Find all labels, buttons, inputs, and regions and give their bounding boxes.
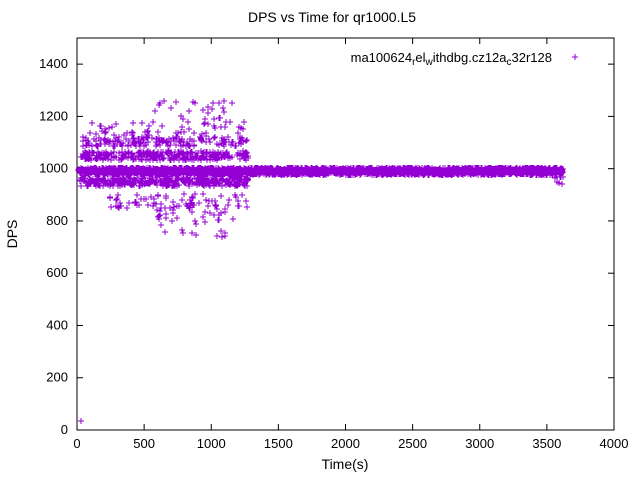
y-tick-label: 1200 [39,108,68,123]
y-tick-label: 1000 [39,161,68,176]
legend-label-subscript: c [507,57,512,68]
legend-label: ma100624relwithdbg.cz12ac32r128 [351,50,552,68]
y-tick-label: 0 [61,422,68,437]
x-tick-label: 2000 [331,436,360,451]
axis-ticks [76,38,615,431]
x-tick-label: 3500 [532,436,561,451]
chart-title: DPS vs Time for qr1000.L5 [248,9,416,25]
x-tick-label: 4000 [600,436,629,451]
x-tick-label: 1500 [264,436,293,451]
x-axis-label: Time(s) [322,456,369,472]
plot-border [76,37,615,431]
y-tick-label: 400 [46,317,68,332]
legend-label-subscript: r [412,57,416,68]
y-tick-label: 800 [46,213,68,228]
y-tick-label: 600 [46,265,68,280]
legend-label-segment: el [415,50,425,65]
legend-label-subscript: w [425,57,434,68]
y-tick-label: 200 [46,370,68,385]
legend-label-segment: ithdbg.cz12a [433,50,507,65]
legend: ma100624relwithdbg.cz12ac32r128 [351,50,578,68]
y-axis-label: DPS [4,220,20,249]
x-tick-label: 2500 [398,436,427,451]
x-tick-label: 1000 [197,436,226,451]
x-tick-label: 500 [133,436,155,451]
x-tick-label: 0 [73,436,80,451]
x-tick-label: 3000 [465,436,494,451]
tick-labels: 0 500 1000 1500 2000 2500 3000 3500 4000 0 200 400 6… [39,56,628,451]
legend-marker-plus-icon [572,54,578,60]
scatter-points [75,98,566,424]
legend-label-segment: 32r128 [512,50,552,65]
y-tick-label: 1400 [39,56,68,71]
legend-label-segment: ma100624 [351,50,412,65]
